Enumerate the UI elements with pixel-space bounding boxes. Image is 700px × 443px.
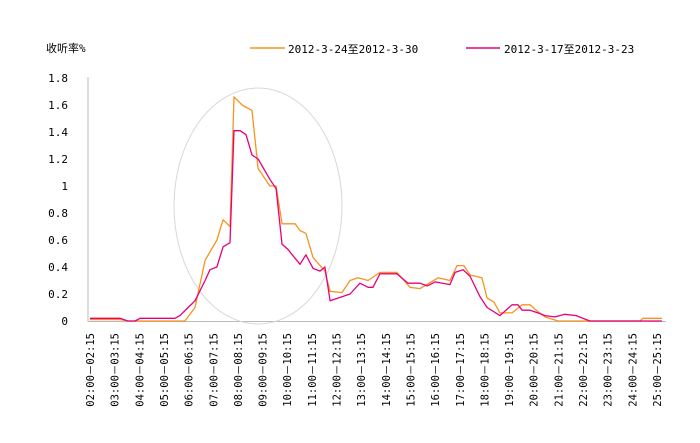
y-axis-title: 收听率% [46,41,86,55]
y-tick-label: 0.8 [48,207,68,220]
y-tick-label: 0 [61,315,68,328]
legend-label-series-1: 2012-3-24至2012-3-30 [288,43,418,56]
x-tick-label: 24:00－24:15 [627,333,639,407]
legend: 2012-3-24至2012-3-30 2012-3-17至2012-3-23 [250,43,634,56]
x-tick-label: 13:00－13:15 [356,333,368,407]
x-tick-label: 25:00－25:15 [652,333,664,407]
x-tick-label: 11:00－11:15 [307,333,319,407]
series-lines [90,97,662,321]
x-tick-label: 14:00－14:15 [381,333,393,407]
x-tick-label: 23:00－23:15 [603,333,615,407]
x-tick-label: 18:00－18:15 [479,333,491,407]
y-tick-label: 1.2 [48,153,68,166]
y-tick-label: 0.4 [48,261,68,274]
x-tick-label: 09:00－09:15 [258,333,270,407]
y-tick-label: 0.6 [48,234,68,247]
series-line-1 [90,97,662,321]
y-tick-label: 1.4 [48,126,68,139]
x-tick-label: 05:00－05:15 [159,333,171,407]
y-tick-label: 1.8 [48,72,68,85]
x-tick-label: 19:00－19:15 [504,333,516,407]
x-tick-label: 20:00－20:15 [529,333,541,407]
x-tick-labels: 02:00－02:15 03:00－03:15 04:00－04:15 05:00－0… [85,333,664,407]
x-tick-label: 06:00－06:15 [184,333,196,407]
x-tick-label: 21:00－21:15 [553,333,565,407]
x-tick-label: 03:00－03:15 [110,333,122,407]
y-tick-label: 0.2 [48,288,68,301]
y-tick-label: 1 [61,180,68,193]
x-tick-label: 16:00－16:15 [430,333,442,407]
x-tick-label: 15:00－15:15 [405,333,417,407]
x-tick-label: 02:00－02:15 [85,333,97,407]
x-tick-label: 08:00－08:15 [233,333,245,407]
x-tick-label: 04:00－04:15 [134,333,146,407]
y-tick-label: 1.6 [48,99,68,112]
x-tick-label: 17:00－17:15 [455,333,467,407]
x-tick-label: 10:00－10:15 [282,333,294,407]
x-tick-label: 07:00－07:15 [208,333,220,407]
legend-label-series-2: 2012-3-17至2012-3-23 [504,43,634,56]
series-line-2 [90,131,662,321]
x-tick-label: 22:00－22:15 [578,333,590,407]
x-tick-label: 12:00－12:15 [332,333,344,407]
y-tick-labels: 0 0.2 0.4 0.6 0.8 1 1.2 1.4 1.6 1.8 [48,72,68,328]
